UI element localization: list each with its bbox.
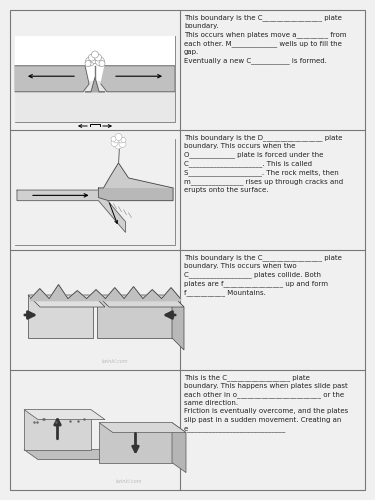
Bar bbox=[10, 130, 180, 250]
Circle shape bbox=[99, 60, 105, 66]
Circle shape bbox=[114, 141, 123, 149]
Circle shape bbox=[111, 136, 116, 141]
Polygon shape bbox=[17, 190, 126, 232]
Text: This boundary is the C_________________ plate
boundary.
This occurs when plates : This boundary is the C_________________ … bbox=[184, 14, 346, 64]
Polygon shape bbox=[24, 410, 105, 420]
Bar bbox=[15, 36, 175, 122]
Circle shape bbox=[92, 51, 99, 58]
Bar bbox=[10, 370, 180, 490]
Text: This is the C__________________ plate
boundary. This happens when plates slide p: This is the C__________________ plate bo… bbox=[184, 374, 348, 432]
Bar bbox=[15, 36, 175, 82]
Circle shape bbox=[94, 54, 102, 61]
Text: This boundary is the D_________________ plate
boundary. This occurs when the
O__: This boundary is the D_________________ … bbox=[184, 134, 343, 193]
Circle shape bbox=[85, 60, 91, 66]
Circle shape bbox=[90, 54, 100, 64]
Circle shape bbox=[86, 57, 94, 66]
Polygon shape bbox=[15, 66, 89, 92]
Polygon shape bbox=[172, 295, 184, 350]
Polygon shape bbox=[99, 188, 173, 200]
Polygon shape bbox=[24, 450, 186, 460]
Polygon shape bbox=[85, 78, 105, 92]
Bar bbox=[180, 130, 365, 250]
Bar bbox=[180, 10, 365, 130]
Polygon shape bbox=[99, 422, 172, 463]
Text: This boundary is the C_________________ plate
boundary. This occurs when two
C__: This boundary is the C_________________ … bbox=[184, 254, 342, 296]
Circle shape bbox=[115, 134, 122, 140]
Bar bbox=[10, 250, 180, 370]
Circle shape bbox=[118, 137, 124, 143]
Bar bbox=[15, 140, 175, 245]
Polygon shape bbox=[101, 66, 175, 92]
Text: twinkl.com: twinkl.com bbox=[116, 479, 142, 484]
Circle shape bbox=[96, 57, 105, 66]
Polygon shape bbox=[104, 163, 173, 188]
Polygon shape bbox=[99, 422, 186, 432]
Bar bbox=[180, 250, 365, 370]
Polygon shape bbox=[172, 422, 186, 472]
Bar bbox=[10, 10, 180, 130]
Circle shape bbox=[114, 137, 120, 143]
Circle shape bbox=[119, 140, 126, 147]
Circle shape bbox=[88, 54, 96, 61]
Text: twinkl.com: twinkl.com bbox=[102, 359, 128, 364]
Bar bbox=[15, 60, 175, 122]
Polygon shape bbox=[24, 410, 91, 450]
Polygon shape bbox=[28, 295, 93, 338]
Circle shape bbox=[121, 138, 126, 142]
Polygon shape bbox=[30, 284, 180, 300]
Polygon shape bbox=[97, 295, 172, 338]
Bar bbox=[15, 140, 175, 245]
Polygon shape bbox=[28, 295, 105, 307]
Bar bbox=[180, 370, 365, 490]
Circle shape bbox=[111, 140, 118, 146]
Polygon shape bbox=[97, 295, 184, 307]
